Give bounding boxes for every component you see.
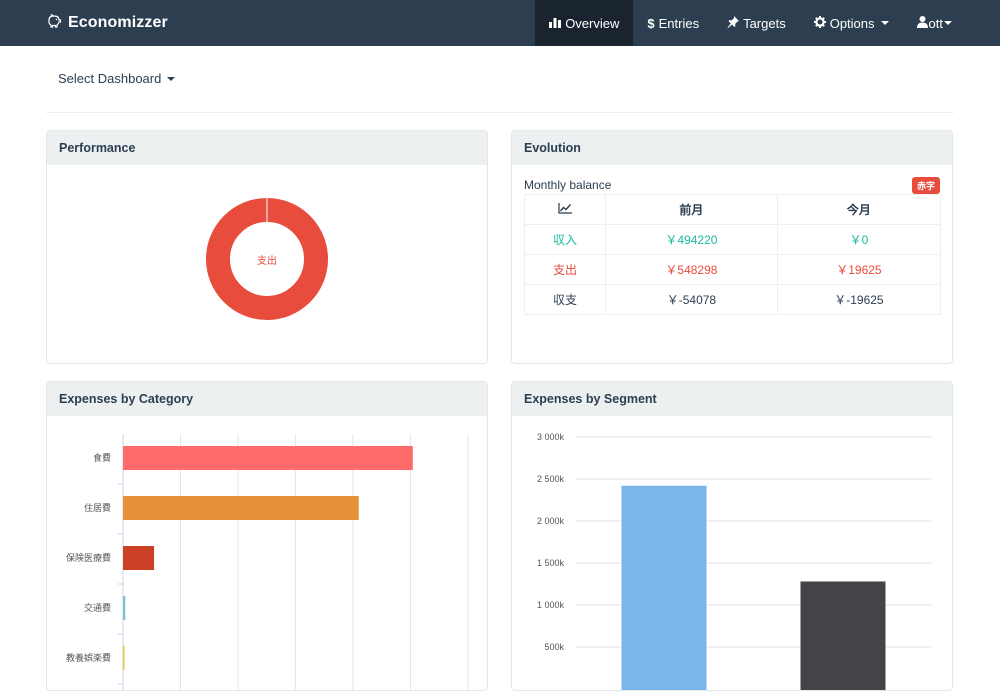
nav-overview-label: Overview: [565, 15, 620, 31]
table-row: 収支 ￥-54078 ￥-19625: [523, 284, 942, 315]
segment-bar-chart: 3 000k 2 500k 2 000k 1 500k 1 000k 500k: [537, 432, 932, 691]
y-tick-label: 2 500k: [537, 474, 565, 484]
table-row: 収入 ￥494220 ￥0: [523, 224, 942, 255]
brand[interactable]: Economizzer: [46, 0, 168, 46]
performance-title: Performance: [47, 131, 487, 165]
nav-entries[interactable]: $ Entries: [633, 0, 713, 46]
performance-donut-chart: [206, 197, 328, 320]
nav-user-menu[interactable]: ott: [903, 0, 954, 46]
category-tick-label: 交通費: [84, 602, 111, 613]
divider: [46, 112, 954, 113]
performance-panel: Performance 支出: [46, 130, 488, 364]
expenses-by-segment-title: Expenses by Segment: [512, 382, 952, 416]
expenses-by-category-panel: Expenses by Category 食費住居費保険医療費交通費教養娯楽費: [46, 381, 488, 691]
row-label-expense: 支出: [523, 254, 607, 285]
category-bar[interactable]: [123, 496, 359, 520]
y-tick-label: 1 500k: [537, 558, 565, 568]
y-tick-label: 2 000k: [537, 516, 565, 526]
expense-curr-value: ￥19625: [776, 254, 942, 285]
row-label-income: 収入: [523, 224, 607, 255]
income-curr-value: ￥0: [776, 224, 942, 255]
evolution-panel: Evolution Monthly balance 赤字 前月 今月 収入 ￥4…: [511, 130, 953, 364]
pushpin-icon: [727, 16, 740, 30]
nav-overview[interactable]: Overview: [535, 0, 634, 46]
segment-bar[interactable]: [800, 581, 886, 691]
donut-center-label: 支出: [257, 255, 277, 267]
category-bar[interactable]: [123, 546, 155, 570]
chevron-down-icon: [944, 21, 952, 25]
select-dashboard-label: Select Dashboard: [58, 71, 162, 86]
expenses-by-segment-panel: Expenses by Segment 3 000k 2 500k 2 000k 1 …: [511, 381, 953, 691]
category-bar[interactable]: [123, 446, 413, 470]
balance-prev-value: ￥-54078: [605, 284, 778, 315]
chevron-down-icon: [167, 76, 176, 81]
evolution-title: Evolution: [512, 131, 952, 165]
table-header-this-month: 今月: [776, 194, 942, 225]
category-bar[interactable]: [123, 596, 126, 620]
income-prev-value: ￥494220: [605, 224, 778, 255]
nav-targets-label: Targets: [743, 15, 786, 31]
nav-entries-label: Entries: [658, 15, 700, 31]
category-tick-label: 食費: [93, 452, 111, 463]
gear-icon: [813, 16, 826, 30]
table-header-icon-cell: [523, 194, 607, 225]
nav-options-label: Options: [829, 15, 875, 31]
top-navbar: Economizzer Overview $ Entries Targets O…: [0, 0, 1000, 46]
nav-targets[interactable]: Targets: [713, 0, 800, 46]
chevron-down-icon: [880, 21, 889, 25]
y-tick-label: 3 000k: [537, 432, 565, 442]
row-label-balance: 収支: [523, 284, 607, 315]
expenses-by-category-title: Expenses by Category: [47, 382, 487, 416]
category-tick-label: 教養娯楽費: [66, 652, 111, 663]
line-chart-icon: [558, 202, 572, 217]
user-icon: [916, 16, 928, 30]
nav-options[interactable]: Options: [800, 0, 903, 46]
table-header-prev-month: 前月: [605, 194, 778, 225]
bar-chart-icon: [549, 17, 562, 30]
nav-user-label: ott: [928, 15, 943, 31]
balance-table: 前月 今月 収入 ￥494220 ￥0 支出 ￥548298 ￥19625 収支…: [523, 194, 942, 315]
select-dashboard-dropdown[interactable]: Select Dashboard: [58, 71, 176, 86]
category-tick-label: 住居費: [84, 502, 111, 513]
dollar-icon: $: [647, 15, 655, 31]
y-tick-label: 500k: [544, 642, 564, 652]
balance-curr-value: ￥-19625: [776, 284, 942, 315]
expense-prev-value: ￥548298: [605, 254, 778, 285]
category-tick-label: 保険医療費: [66, 552, 111, 563]
category-bar[interactable]: [123, 646, 125, 670]
main-nav: Overview $ Entries Targets Options ott: [535, 0, 954, 46]
brand-name: Economizzer: [68, 14, 168, 31]
segment-bar[interactable]: [621, 485, 707, 691]
status-badge: 赤字: [911, 177, 940, 194]
table-row: 支出 ￥548298 ￥19625: [523, 254, 942, 285]
y-tick-label: 1 000k: [537, 600, 565, 610]
monthly-balance-title: Monthly balance: [524, 178, 612, 192]
piggy-bank-icon: [46, 13, 62, 33]
table-header-row: 前月 今月: [523, 194, 942, 225]
